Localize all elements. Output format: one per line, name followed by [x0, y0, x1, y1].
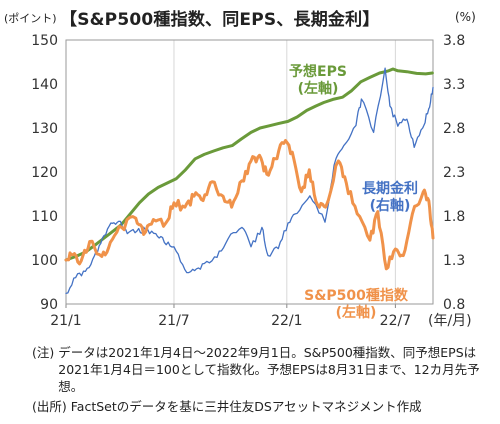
y-right-tick-label: 1.3 — [443, 253, 465, 269]
left-axis-unit: (ポイント) — [4, 12, 57, 25]
y-left-tick-label: 140 — [31, 77, 58, 93]
axes — [65, 39, 434, 308]
plot-frame — [65, 39, 434, 305]
series-label: 長期金利 — [362, 180, 418, 197]
y-right-tick-label: 3.3 — [443, 77, 465, 93]
y-right-tick-label: 2.3 — [443, 165, 465, 181]
x-tick-label: 22/7 — [380, 313, 411, 329]
source-text: FactSetのデータを基に三井住友DSアセットマネジメント作成 — [70, 399, 422, 414]
series-label: S&P500種指数 — [304, 287, 409, 304]
x-tick-label: 21/1 — [50, 313, 81, 329]
line-chart: 150 140 130 120 110 100 90 3.8 3.3 2.8 2.3 1.8 1.3 0.… — [31, 33, 471, 329]
series-annotations: 予想EPS(左軸)長期金利(右軸)S&P500種指数(左軸) — [289, 63, 418, 321]
x-tick-label: 21/7 — [158, 313, 189, 329]
header: (ポイント) 【S&P500種指数、同EPS、長期金利】 (%) — [0, 4, 500, 30]
right-axis-unit: (%) — [455, 10, 476, 24]
chart-title: 【S&P500種指数、同EPS、長期金利】 — [60, 10, 380, 30]
source-label: (出所) — [32, 399, 67, 414]
y-left-tick-label: 110 — [31, 209, 58, 225]
series-line — [64, 139, 435, 271]
y-left-tick-label: 130 — [31, 121, 58, 137]
axis-labels: 150 140 130 120 110 100 90 3.8 3.3 2.8 2.3 1.8 1.3 0.… — [31, 33, 471, 329]
series-line — [64, 67, 434, 262]
notes: (注) データは2021年1月4日～2022年9月1日。S&P500種指数、同予… — [32, 344, 494, 395]
y-left-tick-label: 150 — [31, 33, 58, 49]
series-label: (左軸) — [298, 80, 339, 97]
y-left-tick-label: 120 — [31, 165, 58, 181]
note-text: データは2021年1月4日～2022年9月1日。S&P500種指数、同予想EPS… — [58, 345, 480, 394]
source-note: (出所) FactSetのデータを基に三井住友DSアセットマネジメント作成 — [32, 398, 494, 415]
y-right-tick-label: 1.8 — [443, 209, 465, 225]
x-axis-unit: (年/月) — [428, 313, 472, 329]
y-right-tick-label: 3.8 — [443, 33, 465, 49]
y-left-tick-label: 100 — [31, 253, 58, 269]
series-label: (左軸) — [336, 304, 377, 321]
grid — [173, 40, 396, 304]
note-label: (注) — [32, 345, 55, 360]
series — [64, 67, 435, 295]
y-right-tick-label: 2.8 — [443, 121, 465, 137]
x-tick-label: 22/1 — [271, 313, 302, 329]
y-left-tick-label: 90 — [40, 297, 58, 313]
series-label: 予想EPS — [289, 63, 347, 80]
y-right-tick-label: 0.8 — [443, 297, 465, 313]
series-label: (右軸) — [370, 197, 411, 214]
